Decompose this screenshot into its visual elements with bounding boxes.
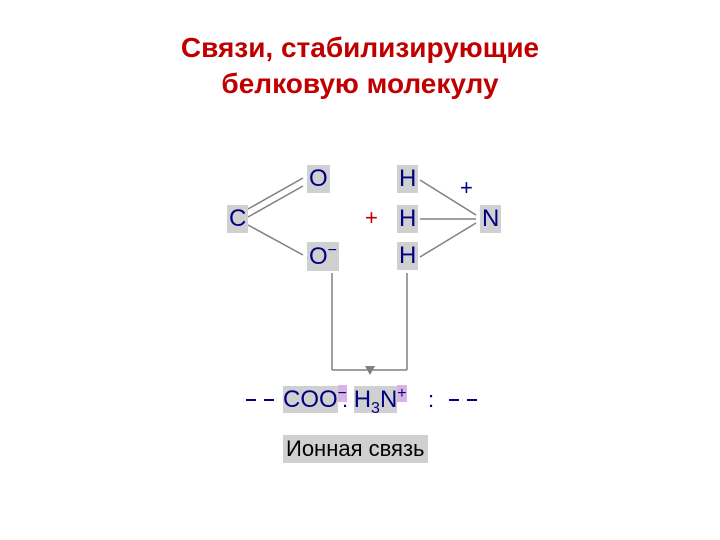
colon-2: : xyxy=(426,387,436,413)
formula-plus: + xyxy=(397,385,406,402)
atom-H3: H xyxy=(397,242,418,270)
N-plus-charge: + xyxy=(460,175,473,201)
atom-C: C xyxy=(227,205,248,233)
plus-charge: + xyxy=(365,205,378,231)
title-line2: белковую молекулу xyxy=(221,68,498,99)
atom-N: N xyxy=(480,205,501,233)
atom-H2: H xyxy=(397,205,418,233)
formula-COO: COO xyxy=(283,386,338,413)
bond-label: Ионная связь xyxy=(283,435,428,463)
slide-title: Связи, стабилизирующие белковую молекулу xyxy=(0,30,720,103)
atom-O-top: O xyxy=(307,165,330,193)
diagram-container: C O O− + H H H N + : : COO− H3N+ Ионная … xyxy=(0,145,720,505)
formula-minus: − xyxy=(338,385,347,402)
title-line1: Связи, стабилизирующие xyxy=(181,32,539,63)
atom-H1: H xyxy=(397,165,418,193)
formula-H3N: H3N xyxy=(354,386,398,413)
formula: COO− H3N+ xyxy=(283,385,407,418)
atom-O-bot: O− xyxy=(307,242,339,271)
